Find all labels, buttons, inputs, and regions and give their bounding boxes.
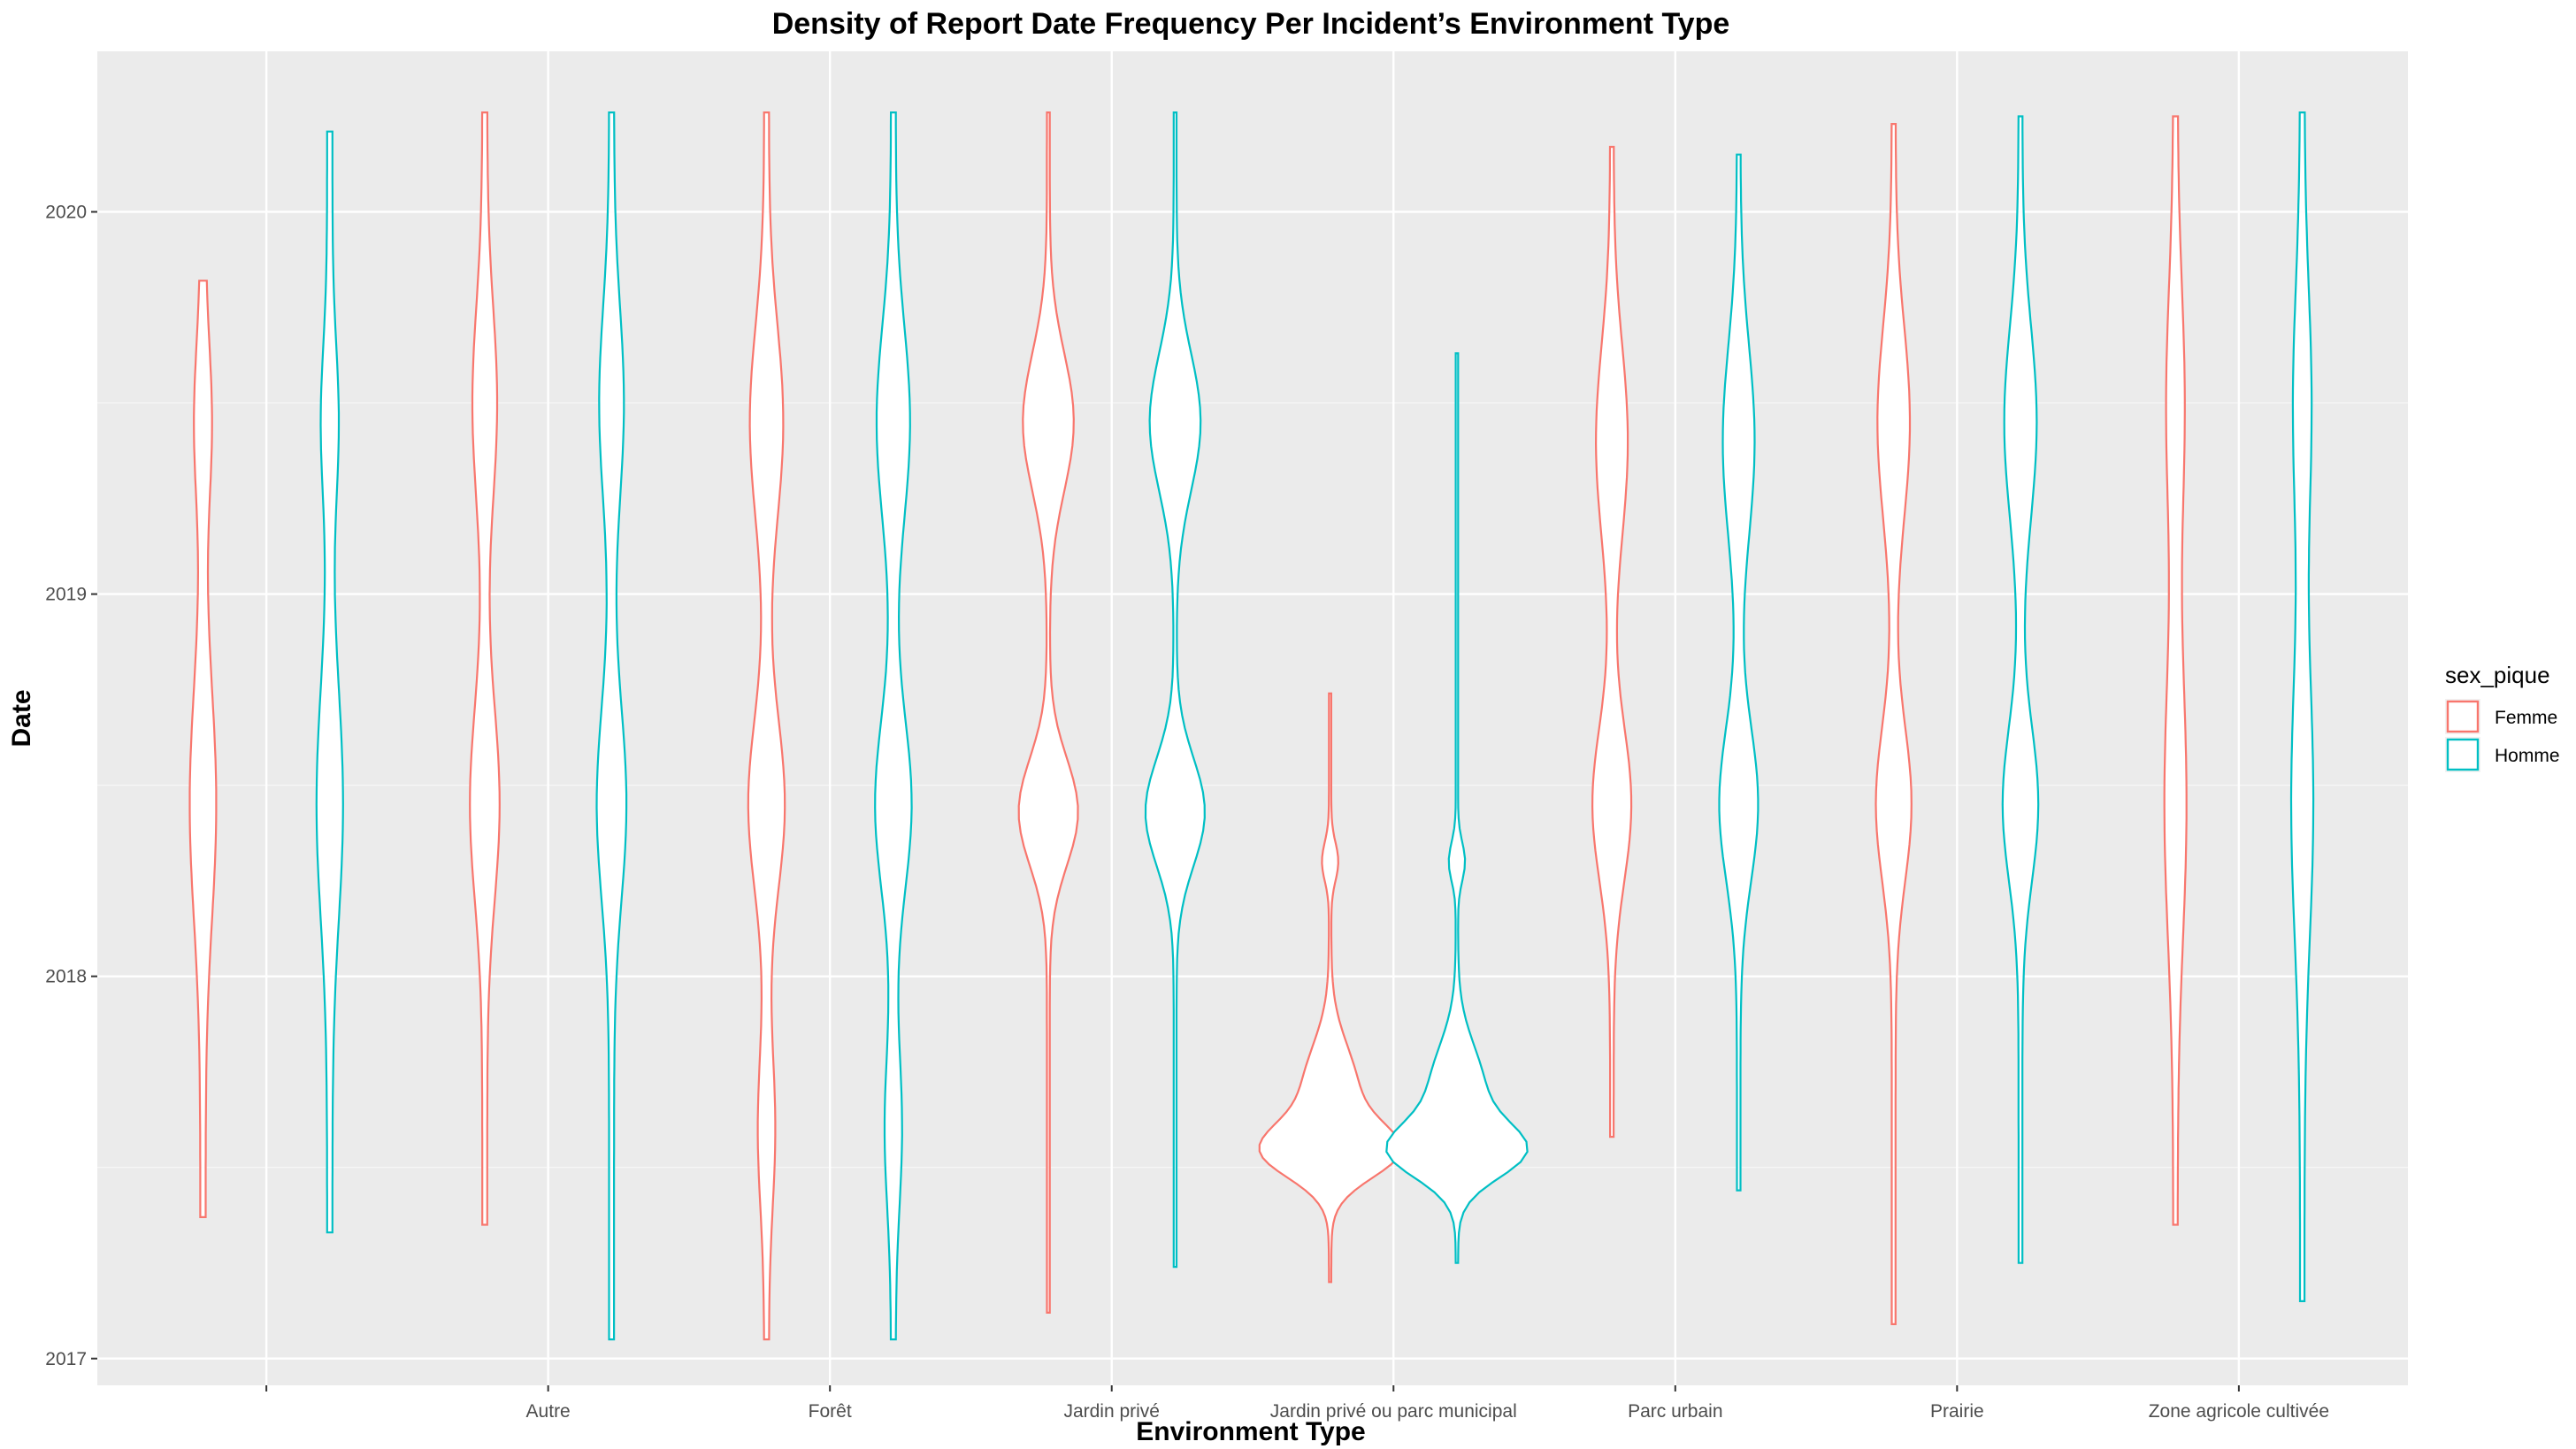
legend-label: Homme [2495, 746, 2560, 766]
chart-title: Density of Report Date Frequency Per Inc… [772, 7, 1730, 41]
violin-femme [747, 111, 786, 1341]
violin-homme [1385, 352, 1529, 1264]
violin-femme [1017, 111, 1079, 1314]
x-axis-title: Environment Type [1136, 1417, 1365, 1446]
y-axis-title: Date [7, 689, 36, 747]
legend-key-swatch [2446, 700, 2480, 733]
violin-homme [2001, 115, 2040, 1264]
violin-homme [595, 111, 628, 1341]
x-tick-label: Jardin privé ou parc municipal [1270, 1401, 1517, 1422]
x-tick-label: Jardin privé [1063, 1401, 1160, 1422]
violin-femme [1258, 692, 1402, 1284]
y-tick-label: 2019 [45, 585, 87, 605]
x-tick-label: Autre [526, 1401, 571, 1422]
violin-femme [188, 280, 218, 1218]
y-tick-label: 2017 [45, 1349, 87, 1369]
violin-homme [2289, 111, 2315, 1302]
x-tick-label: Parc urbain [1628, 1401, 1722, 1422]
y-tick-label: 2018 [45, 967, 87, 987]
violin-homme [1144, 111, 1206, 1269]
legend-key-swatch [2446, 738, 2480, 771]
y-tick-label: 2020 [45, 202, 87, 222]
violin-homme [1718, 153, 1760, 1192]
violin-femme [1591, 145, 1633, 1138]
legend-label: Femme [2495, 708, 2557, 728]
x-tick-label: Forêt [809, 1401, 852, 1422]
violin-homme [874, 111, 913, 1341]
violin-layer [188, 111, 2315, 1341]
x-tick-label: Prairie [1930, 1401, 1984, 1422]
violin-femme [1874, 123, 1913, 1325]
legend-title: sex_pique [2445, 662, 2550, 688]
violin-femme [469, 111, 501, 1226]
violin-femme [2163, 115, 2188, 1226]
axis-layer: 2017 2018 2019 2020 Autre Forêt Jardin privé Ja… [45, 202, 2329, 1422]
legend: sex_pique Femme Homme [2445, 662, 2560, 772]
x-tick-label: Zone agricole cultivée [2149, 1401, 2329, 1422]
plot-panel [97, 51, 2408, 1385]
violin-homme [315, 130, 344, 1234]
legend-entries: Femme Homme [2445, 699, 2560, 772]
